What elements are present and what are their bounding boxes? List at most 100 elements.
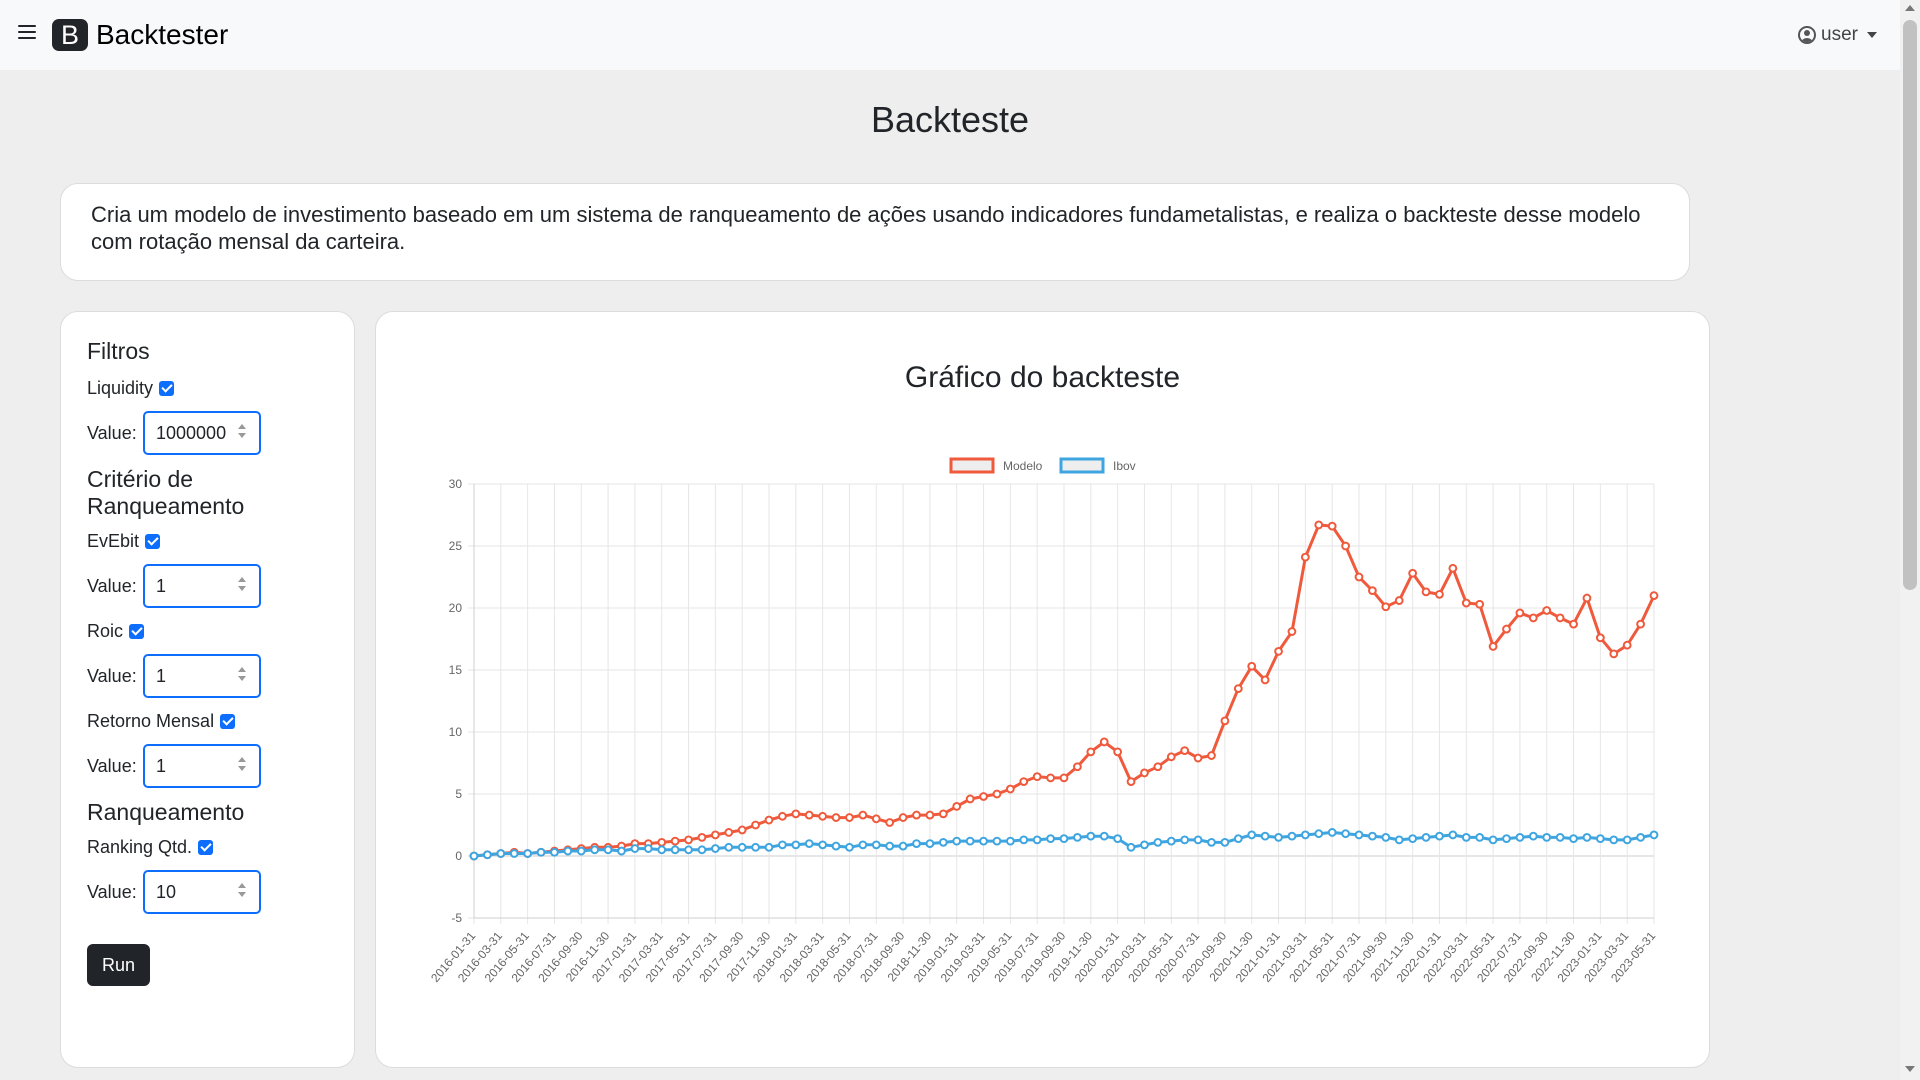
section-title-criterio: Critério de Ranqueamento [87,466,245,519]
roic-spinner-icon[interactable] [238,667,248,685]
data-point-modelo [1019,777,1029,787]
data-point-ibov [1126,842,1136,852]
ranking-value: 10 [156,881,177,902]
evebit-value: 1 [156,575,167,596]
roic-checkbox[interactable] [129,623,145,639]
data-point-ibov [1595,834,1605,844]
ranking-value-input[interactable]: 10 [143,870,261,914]
data-point-ibov [710,844,720,853]
liquidity-value-input[interactable]: 1000000 [143,411,261,455]
data-point-ibov [845,842,854,852]
data-point-modelo [1488,642,1498,651]
evebit-checkbox-row: EvEbit [87,530,161,552]
legend-label-ibov: Ibov [1113,459,1136,473]
scroll-down-arrow-icon[interactable] [1905,1066,1915,1072]
data-point-ibov [1394,835,1404,845]
liquidity-spinner-icon[interactable] [238,424,248,442]
data-point-ibov [469,851,479,861]
roic-value-input[interactable]: 1 [143,654,261,698]
page-title: Backteste [870,99,1030,140]
data-point-ibov [1609,835,1619,845]
data-point-modelo [1193,753,1203,763]
evebit-value-input[interactable]: 1 [143,564,261,608]
scrollbar-thumb[interactable] [1903,20,1917,590]
data-point-modelo [1408,568,1418,578]
data-point-ibov [509,849,519,858]
data-point-ibov [1475,833,1485,842]
data-point-modelo [1287,627,1297,636]
chart-title: Gráfico do backteste [904,361,1181,394]
liquidity-checkbox[interactable] [159,380,175,396]
roic-value-label: Value: [87,666,137,686]
evebit-checkbox[interactable] [145,533,161,549]
data-point-ibov [818,840,828,850]
data-point-ibov [737,842,747,852]
data-point-ibov [1153,837,1163,847]
data-point-modelo [925,810,935,820]
y-tick-label: 5 [455,787,462,801]
hamburger-menu-icon[interactable] [18,25,36,43]
ranking-checkbox[interactable] [198,839,214,855]
data-point-modelo [764,815,774,825]
data-point-modelo [1582,593,1592,603]
data-point-modelo [1502,624,1511,634]
data-point-ibov [1166,836,1176,846]
data-point-ibov [670,845,680,855]
brand-logo[interactable]: B [52,19,88,51]
data-point-modelo [1354,572,1364,582]
data-point-ibov [751,842,760,852]
section-title-ranqueamento: Ranqueamento [87,799,245,825]
data-point-ibov [1341,829,1350,839]
data-point-ibov [925,839,935,848]
retorno-checkbox[interactable] [220,713,236,729]
data-point-ibov [1274,833,1283,842]
data-point-modelo [791,809,801,819]
data-point-modelo [871,814,881,824]
data-point-modelo [1207,751,1216,760]
data-point-ibov [603,845,613,855]
vertical-scrollbar[interactable] [1900,0,1920,1080]
ranking-spinner-icon[interactable] [238,883,248,901]
data-point-modelo [1595,633,1605,643]
run-button[interactable]: Run [87,944,150,986]
caret-down-icon [1866,32,1877,38]
data-point-modelo [1233,684,1243,694]
liquidity-checkbox-row: Liquidity [87,377,175,399]
data-point-ibov [630,844,640,853]
data-point-modelo [952,802,962,811]
data-point-ibov [1193,835,1203,845]
data-point-modelo [1005,784,1015,794]
data-point-ibov [1059,834,1069,844]
data-point-modelo [1542,606,1552,615]
data-point-ibov [1046,834,1055,844]
data-point-modelo [1515,608,1525,618]
data-point-ibov [952,836,962,846]
data-point-modelo [1636,619,1645,629]
data-point-modelo [1274,647,1283,656]
data-point-ibov [858,840,868,850]
brand-name[interactable]: Backtester [96,19,229,50]
data-point-modelo [845,813,854,822]
data-point-modelo [1448,563,1458,573]
data-point-modelo [1073,762,1082,772]
data-point-modelo [818,811,828,821]
user-menu-dropdown[interactable]: user [1798,22,1877,48]
retorno-spinner-icon[interactable] [238,757,248,775]
data-point-modelo [1609,649,1619,659]
retorno-value-input[interactable]: 1 [143,744,261,788]
liquidity-value-label: Value: [87,423,137,443]
data-point-modelo [1528,613,1538,623]
scroll-up-arrow-icon[interactable] [1905,5,1915,11]
data-point-modelo [1113,747,1123,757]
data-point-ibov [885,841,895,851]
evebit-spinner-icon[interactable] [238,577,248,595]
ranking-label: Ranking Qtd. [87,837,193,857]
data-point-modelo [1153,762,1163,772]
data-point-ibov [576,846,586,856]
roic-checkbox-row: Roic [87,620,145,642]
data-point-modelo [670,836,680,846]
data-point-ibov [1207,837,1216,847]
data-point-ibov [791,840,801,850]
data-point-modelo [1300,552,1310,562]
data-point-modelo [1140,768,1149,778]
